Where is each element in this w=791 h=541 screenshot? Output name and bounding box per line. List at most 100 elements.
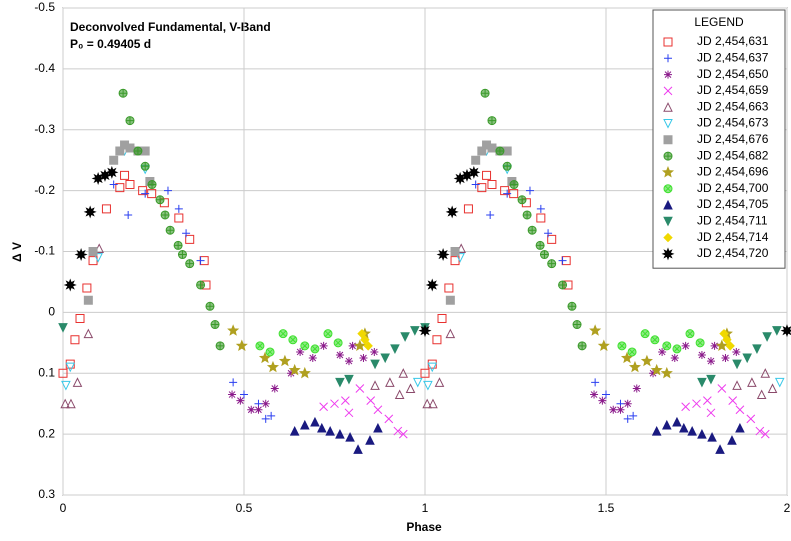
data-point (317, 422, 327, 433)
y-tick-label: 0.1 (38, 365, 55, 379)
data-point (628, 360, 641, 373)
data-point (227, 324, 240, 336)
data-point (444, 283, 454, 293)
data-point (477, 183, 487, 193)
data-point (463, 204, 473, 214)
legend-marker (663, 135, 673, 145)
data-point (732, 359, 742, 370)
data-point (509, 189, 519, 199)
data-point (597, 339, 610, 351)
data-point (672, 344, 682, 354)
data-point (58, 368, 68, 378)
data-point (240, 390, 248, 399)
data-point (185, 234, 195, 244)
data-point (174, 204, 183, 213)
x-axis-title: Phase (406, 520, 442, 534)
legend-marker (661, 247, 675, 261)
x-tick-label: 2 (784, 501, 791, 515)
data-point (357, 328, 367, 339)
data-point (270, 384, 279, 393)
data-point (780, 324, 791, 338)
data-point (359, 354, 368, 363)
data-point (547, 234, 557, 244)
data-point (65, 362, 76, 373)
data-point (258, 351, 272, 364)
data-point (735, 405, 745, 415)
data-point (746, 414, 756, 424)
legend-label: JD 2,454,663 (697, 99, 769, 113)
data-point (65, 359, 75, 369)
data-point (394, 389, 405, 400)
data-point (267, 411, 276, 420)
data-point (363, 341, 373, 351)
data-point (760, 429, 770, 439)
y-axis-title: Δ V (10, 242, 24, 262)
data-point (353, 339, 366, 351)
data-point (480, 88, 490, 98)
legend-label: JD 2,454,696 (697, 165, 769, 179)
data-point (539, 250, 549, 260)
data-point (155, 195, 165, 205)
legend-marker (663, 119, 673, 129)
data-point (300, 419, 310, 430)
data-point (141, 189, 150, 198)
data-point (721, 354, 730, 363)
legend-label: JD 2,454,714 (697, 230, 769, 244)
data-point (437, 313, 447, 323)
data-point (450, 247, 460, 256)
data-point (101, 204, 111, 214)
legend-label: JD 2,454,659 (697, 83, 769, 97)
data-point (125, 143, 135, 153)
data-point (632, 384, 641, 393)
data-point (572, 320, 582, 330)
data-point (706, 408, 716, 418)
data-point (70, 335, 80, 345)
data-point (319, 341, 328, 350)
data-point (762, 332, 772, 342)
data-point (710, 341, 719, 350)
data-point (715, 444, 725, 454)
data-point (348, 341, 357, 350)
data-point (658, 347, 667, 356)
chart-subtitle: P₀ = 0.49405 d (70, 37, 151, 51)
data-point (742, 353, 752, 364)
data-point (308, 354, 317, 363)
data-point (495, 146, 505, 156)
data-point (138, 186, 148, 196)
data-point (651, 425, 662, 436)
data-point (629, 411, 638, 420)
data-point (366, 396, 376, 405)
data-point (697, 377, 707, 388)
data-point (436, 248, 450, 262)
data-point (450, 256, 460, 266)
data-point (261, 414, 270, 423)
data-point (589, 324, 602, 336)
data-point (445, 205, 459, 219)
data-point (703, 396, 712, 405)
data-point (228, 390, 237, 399)
data-point (174, 213, 184, 223)
data-point (60, 398, 70, 409)
data-point (536, 204, 545, 213)
legend-marker (663, 232, 673, 243)
data-point (93, 253, 103, 263)
data-point (300, 341, 310, 351)
data-point (196, 280, 206, 290)
data-point (728, 396, 738, 405)
data-point (697, 350, 706, 359)
data-point (344, 408, 354, 418)
data-point (517, 195, 527, 205)
data-point (344, 357, 353, 366)
data-point (756, 389, 767, 400)
data-point (706, 374, 716, 385)
legend-marker (664, 70, 672, 79)
data-point (385, 377, 395, 387)
data-point (487, 180, 497, 190)
data-point (289, 425, 300, 436)
data-point (325, 425, 335, 436)
data-point (210, 320, 220, 330)
data-point (236, 396, 245, 405)
data-point (427, 359, 437, 369)
data-point (118, 88, 128, 98)
y-tick-label: -0.2 (34, 183, 55, 197)
